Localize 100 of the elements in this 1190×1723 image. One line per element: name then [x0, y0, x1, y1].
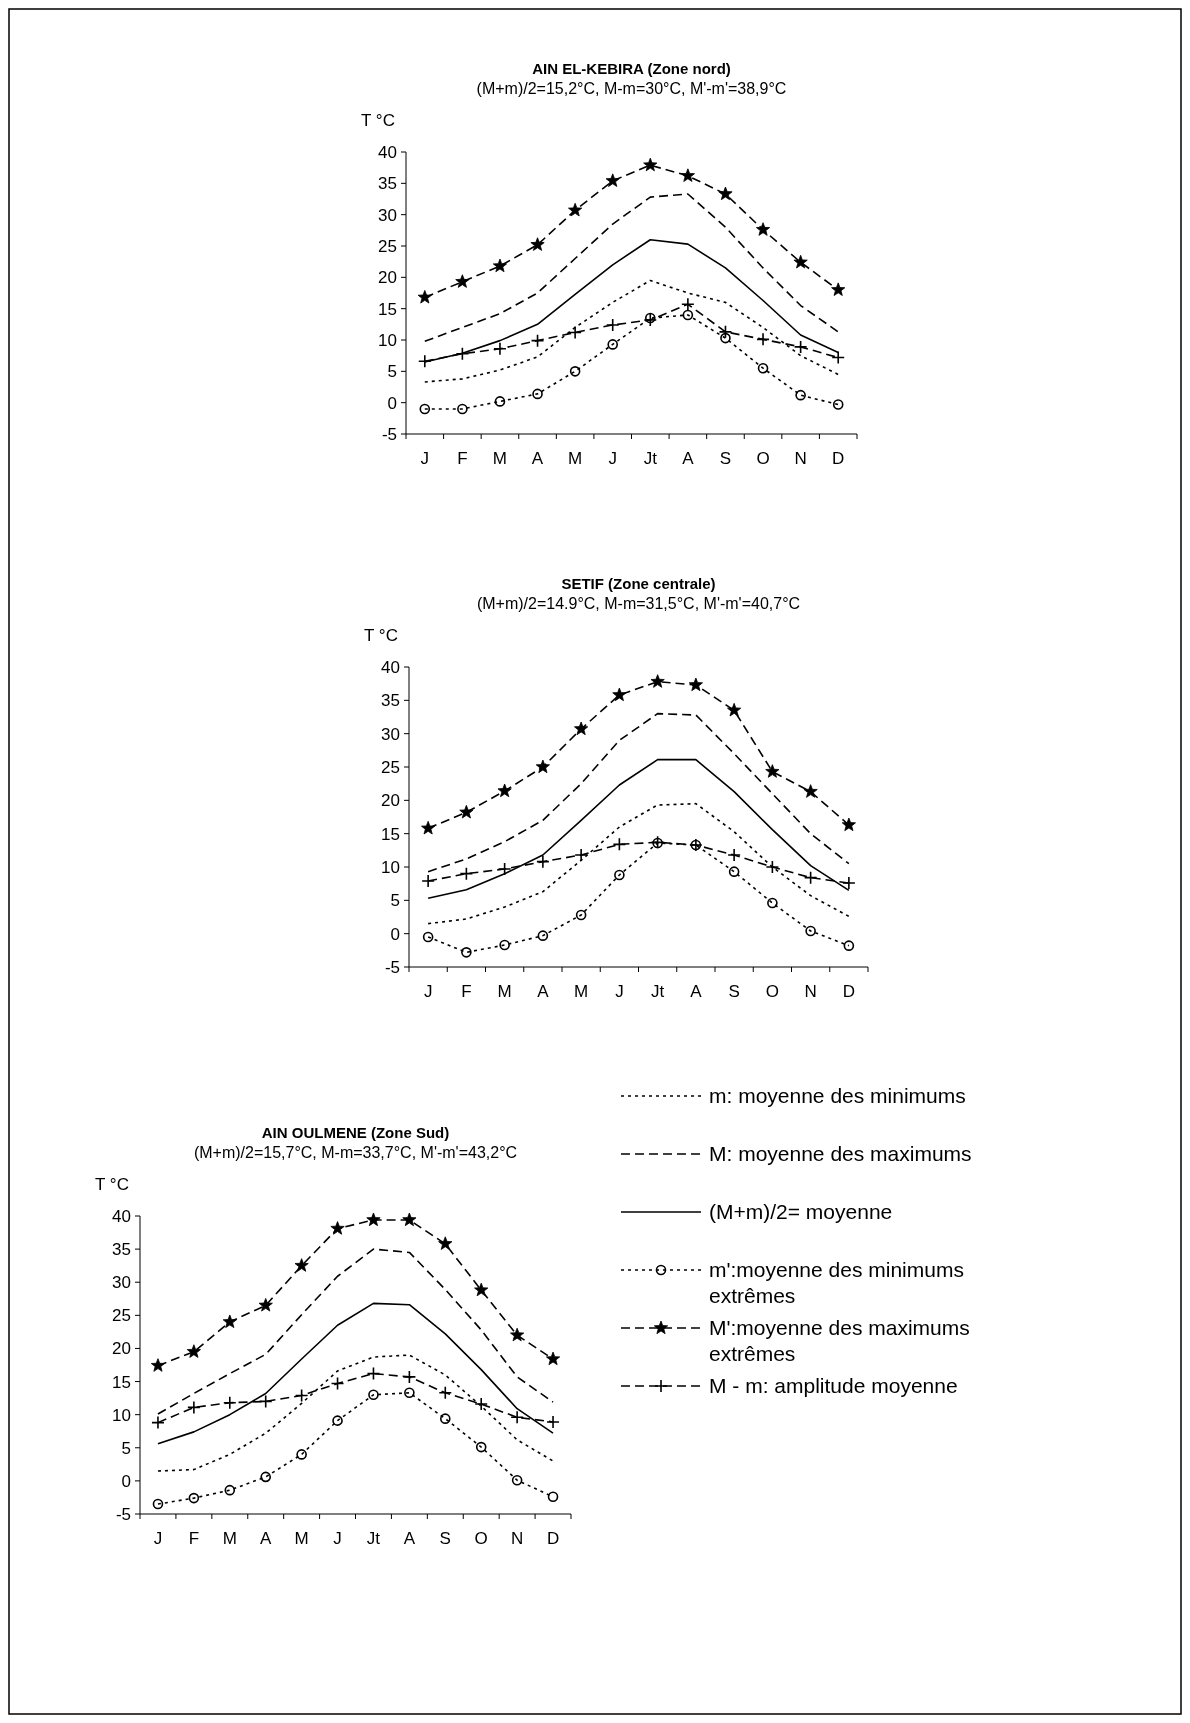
x-tick-label: N [794, 449, 807, 468]
x-tick-label: A [682, 449, 695, 468]
point [612, 687, 627, 702]
legend-label: m: moyenne des minimums [709, 1084, 966, 1107]
point [296, 1449, 307, 1460]
point [455, 274, 470, 288]
y-tick-label: 25 [378, 237, 397, 256]
y-tick-label: 5 [121, 1438, 131, 1458]
point [727, 848, 741, 862]
point [511, 1474, 523, 1486]
point [843, 940, 855, 951]
x-tick-label: O [474, 1529, 488, 1548]
point [260, 1471, 272, 1483]
x-tick-label: F [188, 1529, 200, 1548]
point [841, 817, 856, 832]
point [224, 1484, 236, 1496]
y-tick-label: 0 [387, 393, 397, 413]
point [607, 339, 619, 350]
point [757, 362, 769, 374]
legend-label: M: moyenne des maximums [709, 1142, 972, 1165]
point [474, 1397, 489, 1411]
point [332, 1415, 343, 1426]
x-tick-label: D [832, 449, 845, 468]
y-tick-label: -5 [115, 1505, 131, 1524]
point [438, 1236, 453, 1250]
line-series [157, 1302, 554, 1445]
y-tick-label: 25 [381, 758, 400, 777]
point [537, 930, 549, 941]
x-tick-label: J [333, 1529, 342, 1548]
y-tick-label: 20 [112, 1339, 131, 1359]
x-tick-label: O [756, 449, 770, 468]
point [568, 202, 583, 217]
x-tick-label: O [765, 982, 779, 1001]
chart-subtitle: (M+m)/2=15,2°C, M-m=30°C, M'-m'=38,9°C [476, 80, 787, 97]
y-tick-label: 10 [378, 331, 397, 350]
point [574, 848, 588, 862]
point [612, 837, 627, 852]
point [402, 1370, 417, 1384]
point [547, 1491, 559, 1503]
point [530, 237, 545, 251]
point [475, 1441, 487, 1453]
x-tick-label: Jt [366, 1529, 381, 1548]
point [569, 366, 581, 377]
point [150, 1358, 166, 1372]
point [421, 874, 435, 888]
point [510, 1327, 525, 1342]
point [188, 1492, 200, 1504]
point [258, 1394, 273, 1409]
point [831, 350, 846, 365]
x-tick-label: J [420, 449, 430, 468]
x-tick-label: A [260, 1529, 273, 1548]
point [187, 1400, 201, 1415]
point [793, 254, 808, 269]
point [643, 157, 658, 172]
point [494, 396, 506, 407]
point [419, 403, 431, 415]
x-tick-label: M [497, 982, 512, 1001]
point [575, 909, 587, 921]
y-tick-label: 0 [121, 1471, 131, 1491]
point [455, 346, 470, 361]
point [457, 403, 468, 415]
point [368, 1389, 379, 1401]
x-tick-label: F [461, 982, 472, 1001]
point [803, 870, 818, 885]
point [417, 289, 432, 304]
point [499, 939, 510, 951]
point [767, 897, 778, 909]
x-tick-label: D [546, 1529, 560, 1548]
point [681, 297, 695, 312]
line-series [423, 279, 840, 383]
x-tick-label: S [728, 982, 740, 1001]
point [532, 388, 543, 400]
x-tick-label: A [403, 1529, 416, 1548]
y-tick-label: -5 [384, 958, 400, 977]
y-tick-label: 5 [390, 891, 400, 911]
point [151, 1415, 165, 1430]
point [718, 186, 733, 201]
y-tick-label: 15 [378, 299, 397, 319]
x-tick-label: M [222, 1529, 237, 1548]
x-tick-label: J [615, 982, 624, 1001]
point [222, 1314, 237, 1329]
point [459, 804, 474, 819]
y-tick-label: 40 [381, 658, 400, 677]
point [831, 282, 846, 296]
point [497, 783, 512, 798]
legend-label: M - m: amplitude moyenne [709, 1374, 958, 1397]
point [765, 764, 780, 778]
y-axis-title: T °C [364, 626, 398, 645]
point [421, 820, 436, 835]
point [294, 1388, 309, 1403]
point [222, 1395, 237, 1410]
x-tick-label: J [153, 1529, 163, 1548]
line-series [427, 802, 850, 925]
point [605, 318, 620, 332]
point [402, 1212, 417, 1227]
point [680, 168, 695, 182]
point [366, 1212, 381, 1227]
x-tick-label: F [457, 449, 468, 468]
line-series [423, 193, 840, 343]
point [510, 1410, 524, 1425]
